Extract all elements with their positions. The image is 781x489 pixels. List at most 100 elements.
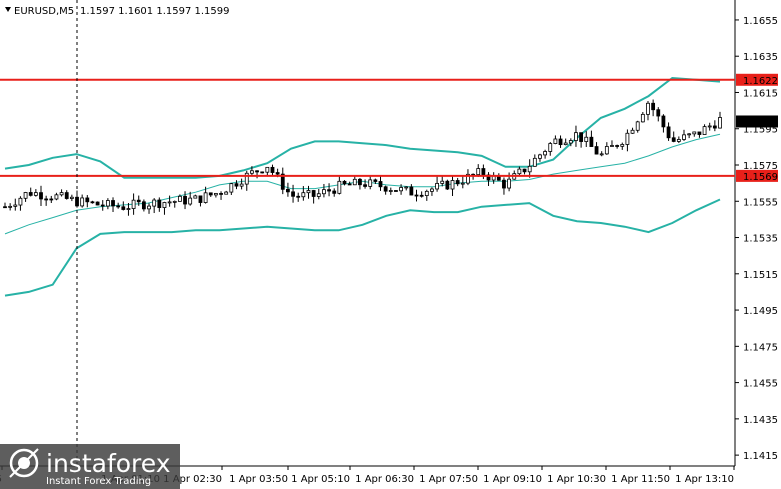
candle bbox=[188, 191, 193, 206]
brand-name: instaforex bbox=[46, 449, 171, 478]
candle bbox=[625, 129, 630, 152]
level-price-tag bbox=[736, 73, 778, 86]
candle bbox=[522, 168, 527, 175]
candle bbox=[466, 169, 470, 186]
candle bbox=[394, 190, 398, 192]
middle-band-line bbox=[4, 133, 721, 235]
candle bbox=[352, 175, 357, 186]
y-tick-label: 1.1575 bbox=[743, 161, 778, 172]
candle bbox=[368, 175, 373, 190]
candle bbox=[502, 177, 506, 195]
candle bbox=[404, 186, 409, 191]
candle bbox=[54, 192, 59, 201]
level-price-label: 1.1569 bbox=[743, 172, 778, 183]
candle bbox=[687, 133, 692, 139]
candle bbox=[579, 132, 584, 148]
candle bbox=[548, 141, 553, 156]
candle bbox=[568, 138, 573, 147]
y-tick-label: 1.1475 bbox=[743, 342, 778, 353]
candle bbox=[100, 200, 105, 211]
candle bbox=[141, 199, 146, 212]
x-tick-label: 1 Apr 13:10 bbox=[675, 474, 734, 485]
candle bbox=[111, 197, 115, 212]
candle bbox=[213, 192, 218, 198]
candle bbox=[358, 177, 362, 190]
logo-mark-icon bbox=[9, 448, 39, 478]
x-tick-label: 1 Apr 07:50 bbox=[419, 474, 478, 485]
candle bbox=[193, 194, 198, 199]
candle bbox=[543, 149, 548, 159]
horizontal-levels[interactable]: 1.1622 1.1569 1.1599 bbox=[0, 73, 778, 183]
candle bbox=[707, 122, 712, 131]
candle bbox=[594, 142, 599, 155]
candle bbox=[692, 131, 697, 137]
candle bbox=[85, 195, 90, 208]
candle bbox=[399, 184, 403, 195]
y-tick-label: 1.1495 bbox=[743, 306, 778, 317]
candle bbox=[33, 189, 38, 197]
candle bbox=[388, 187, 393, 195]
candle bbox=[718, 111, 722, 129]
level-price-tag bbox=[736, 169, 778, 182]
candle bbox=[301, 186, 306, 201]
candle bbox=[95, 201, 100, 206]
candle bbox=[337, 176, 342, 195]
y-tick-label: 1.1595 bbox=[743, 125, 778, 136]
candle bbox=[3, 202, 7, 209]
candle bbox=[666, 122, 671, 141]
candle bbox=[620, 142, 625, 150]
lower-band-line bbox=[4, 198, 721, 297]
candle bbox=[280, 167, 285, 195]
candle bbox=[167, 195, 172, 207]
candle bbox=[378, 175, 383, 191]
upper-band-line bbox=[4, 76, 721, 179]
current-price-tag bbox=[736, 115, 778, 128]
candle bbox=[697, 131, 702, 138]
ohlc-values: 1.1597 1.1601 1.1597 1.1599 bbox=[80, 6, 230, 17]
candle bbox=[450, 176, 455, 197]
y-tick-label: 1.1655 bbox=[743, 16, 778, 27]
candle bbox=[532, 154, 537, 167]
candle bbox=[455, 177, 460, 187]
candle bbox=[702, 124, 707, 135]
x-tick-label: 1 Apr 10:30 bbox=[547, 474, 606, 485]
candle bbox=[23, 191, 28, 202]
candle bbox=[332, 188, 337, 197]
candle bbox=[445, 179, 450, 190]
candle bbox=[538, 153, 542, 162]
candle bbox=[563, 138, 568, 146]
candle bbox=[671, 131, 676, 143]
candle bbox=[59, 189, 64, 197]
candle bbox=[615, 144, 620, 149]
candle bbox=[646, 101, 650, 121]
candle bbox=[574, 125, 578, 147]
candle bbox=[424, 189, 429, 201]
candle bbox=[131, 193, 136, 215]
candle bbox=[183, 191, 187, 210]
candle bbox=[414, 189, 419, 202]
candle bbox=[126, 202, 131, 216]
candle bbox=[584, 131, 589, 148]
candle bbox=[599, 151, 604, 157]
y-tick-label: 1.1435 bbox=[743, 415, 778, 426]
x-tick-label: 1 Apr 06:30 bbox=[355, 474, 414, 485]
candle bbox=[203, 186, 208, 204]
candle bbox=[517, 166, 522, 176]
candle bbox=[198, 195, 203, 207]
candle bbox=[260, 171, 265, 174]
level-price-label: 1.1622 bbox=[743, 76, 778, 87]
candle bbox=[152, 198, 157, 214]
candle bbox=[712, 120, 717, 132]
candle bbox=[435, 176, 439, 192]
candle bbox=[527, 159, 532, 178]
candle bbox=[682, 129, 686, 141]
dropdown-triangle-icon[interactable] bbox=[5, 7, 11, 12]
brand-tagline: Instant Forex Trading bbox=[46, 476, 151, 487]
candle bbox=[255, 170, 259, 179]
candle bbox=[604, 142, 609, 155]
candle bbox=[589, 130, 594, 147]
candle bbox=[229, 183, 234, 196]
